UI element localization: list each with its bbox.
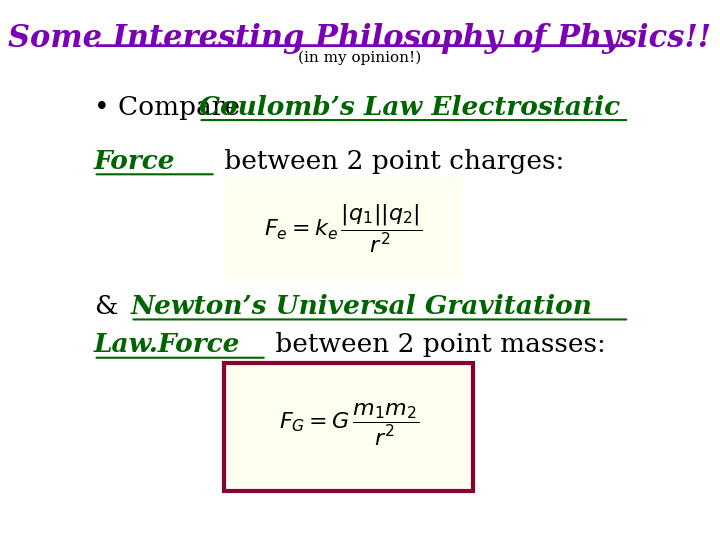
Text: $F_G = G\,\dfrac{m_1 m_2}{r^2}$: $F_G = G\,\dfrac{m_1 m_2}{r^2}$ bbox=[279, 402, 418, 448]
Text: • Compare: • Compare bbox=[94, 94, 248, 119]
Text: (in my opinion!): (in my opinion!) bbox=[298, 51, 422, 65]
Text: Coulomb’s Law Electrostatic: Coulomb’s Law Electrostatic bbox=[199, 94, 620, 119]
Text: Some Interesting Philosophy of Physics!!: Some Interesting Philosophy of Physics!! bbox=[9, 23, 711, 54]
FancyBboxPatch shape bbox=[224, 177, 462, 281]
Text: $F_e = k_e \,\dfrac{|q_1||q_2|}{r^2}$: $F_e = k_e \,\dfrac{|q_1||q_2|}{r^2}$ bbox=[264, 202, 422, 255]
Text: between 2 point charges:: between 2 point charges: bbox=[215, 149, 564, 174]
Text: Law.Force: Law.Force bbox=[94, 332, 240, 357]
Text: &: & bbox=[94, 294, 117, 319]
Text: between 2 point masses:: between 2 point masses: bbox=[266, 332, 606, 357]
Text: Force: Force bbox=[94, 149, 175, 174]
FancyBboxPatch shape bbox=[224, 363, 473, 491]
Text: Newton’s Universal Gravitation: Newton’s Universal Gravitation bbox=[130, 294, 593, 319]
